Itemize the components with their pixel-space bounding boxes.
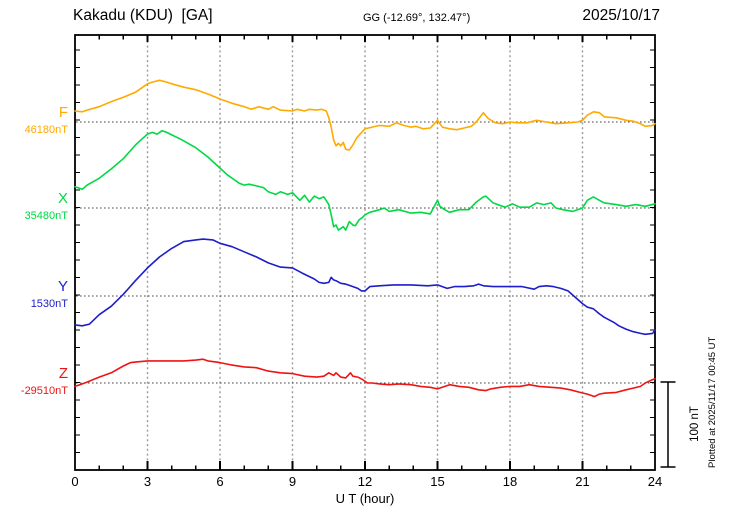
x-tick-label-18: 18	[502, 474, 518, 489]
plot-date: 2025/10/17	[582, 7, 660, 24]
geographic-coords: GG (-12.69°, 132.47°)	[363, 12, 471, 24]
x-tick-label-6: 6	[216, 474, 224, 489]
x-tick-label-21: 21	[575, 474, 590, 489]
channel-baseline-Z: -29510nT	[20, 385, 68, 397]
channel-baseline-Y: 1530nT	[30, 298, 68, 310]
trace-X	[74, 129, 656, 231]
x-axis-title: U T (hour)	[335, 491, 395, 506]
x-tick-label-3: 3	[143, 474, 152, 489]
channel-label-Y: Y	[57, 278, 68, 295]
channel-baseline-X: 35480nT	[24, 210, 68, 222]
channel-label-F: F	[58, 104, 68, 121]
x-tick-label-24: 24	[647, 474, 663, 489]
x-tick-label-0: 0	[71, 474, 79, 489]
x-tick-label-15: 15	[430, 474, 445, 489]
scale-bar-label: 100 nT	[689, 406, 701, 442]
plot-frame	[74, 34, 656, 471]
channel-label-Z: Z	[58, 365, 68, 382]
trace-F	[74, 79, 656, 151]
x-tick-label-9: 9	[288, 474, 297, 489]
x-tick-label-12: 12	[357, 474, 373, 489]
trace-Z	[74, 358, 656, 398]
plotted-at-note: Plotted at 2025/11/17 00:45 UT	[707, 336, 718, 468]
channel-label-X: X	[57, 190, 68, 207]
channel-baseline-F: 46180nT	[24, 124, 68, 136]
station-title: Kakadu (KDU) [GA]	[73, 7, 213, 24]
trace-Y	[74, 238, 656, 336]
